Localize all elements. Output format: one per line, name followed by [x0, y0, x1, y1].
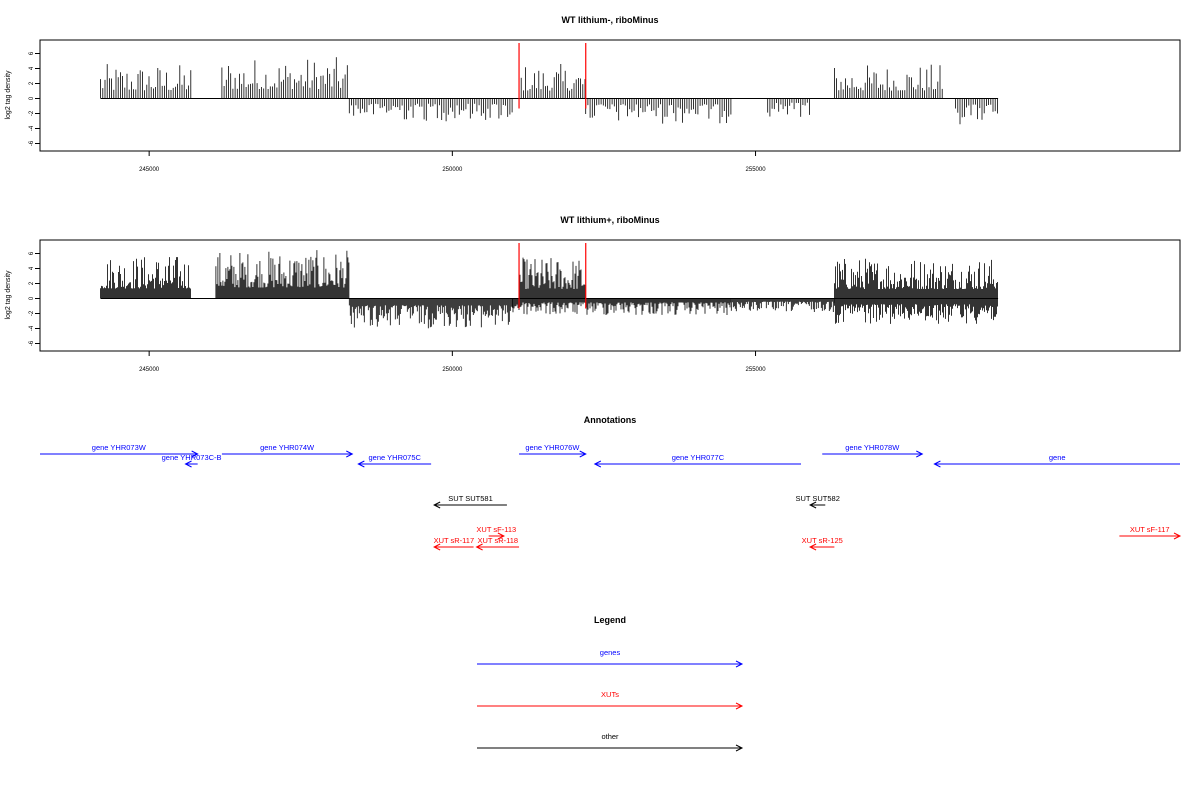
x-tick-label: 255000: [746, 167, 767, 173]
plot-frame: [39, 239, 1181, 352]
arrowhead-left: [433, 501, 441, 509]
feature-label: SUT SUT582: [795, 494, 839, 503]
feature-list: gene YHR073W gene YHR073C-B gene YHR074W ge…: [40, 443, 1182, 551]
axis-ticks: [35, 253, 757, 356]
annotation-feature: gene YHR077C: [593, 453, 802, 468]
legend-entry: other: [477, 732, 744, 752]
legend-entry: XUTs: [477, 690, 744, 710]
arrowhead-right: [346, 450, 354, 458]
arrowhead-left: [357, 460, 365, 468]
annotation-feature: SUT SUT581: [433, 494, 507, 509]
arrowhead-right: [497, 532, 506, 540]
feature-label: SUT SUT581: [448, 494, 492, 503]
plot-frame: [39, 39, 1181, 152]
annotation-feature: gene YHR074W: [221, 443, 354, 458]
feature-label: XUT sR-125: [802, 536, 843, 545]
annotation-feature: XUT sR-125: [802, 536, 843, 551]
legend-title: Legend: [594, 615, 626, 625]
legend-label: genes: [600, 648, 621, 657]
arrowhead-right: [579, 450, 587, 458]
x-tick-label: 255000: [746, 367, 767, 373]
feature-label: XUT sF-113: [476, 525, 516, 534]
y-tick-label: 0: [29, 296, 35, 300]
panel-title: WT lithium+, riboMinus: [560, 215, 659, 225]
arrowhead-left: [593, 460, 602, 468]
arrowhead-left: [808, 501, 817, 509]
annotation-feature: XUT sR-117: [433, 536, 475, 551]
legend-entry: genes: [477, 648, 744, 668]
arrowhead-right: [191, 450, 199, 458]
arrowhead-right: [916, 450, 924, 458]
feature-label: gene YHR073W: [92, 443, 147, 452]
y-tick-label: -6: [29, 140, 35, 146]
feature-label: XUT sF-117: [1130, 525, 1170, 534]
y-tick-label: -2: [29, 310, 35, 316]
arrowhead-left: [475, 543, 483, 551]
y-tick-label: -2: [29, 110, 35, 116]
feature-label: gene YHR078W: [845, 443, 900, 452]
annotation-feature: gene YHR075C: [357, 453, 432, 468]
bar-series: [100, 243, 999, 329]
annotation-feature: XUT sR-118: [475, 536, 520, 551]
axis-ticks: [35, 53, 757, 156]
annotation-feature: XUT sF-117: [1119, 525, 1182, 540]
y-axis-label: log2 tag density: [5, 70, 12, 120]
y-tick-label: 4: [29, 266, 35, 270]
legend-items: genes XUTs other: [477, 648, 744, 752]
x-tick-label: 245000: [139, 167, 160, 173]
feature-label: XUT sR-117: [434, 536, 475, 545]
y-tick-label: 2: [29, 81, 35, 85]
arrowhead-right: [735, 660, 744, 668]
y-tick-label: 6: [29, 251, 35, 255]
arrowhead-left: [933, 460, 941, 468]
feature-label: gene YHR074W: [260, 443, 315, 452]
annotations-title: Annotations: [584, 415, 637, 425]
feature-label: gene YHR075C: [369, 453, 422, 462]
legend: Legend genes XUTs other: [477, 615, 744, 752]
feature-label: gene: [1049, 453, 1066, 462]
annotation-feature: gene: [933, 453, 1180, 468]
annotation-feature: XUT sF-113: [476, 525, 516, 540]
arrowhead-right: [1173, 532, 1182, 540]
legend-label: other: [601, 732, 619, 741]
annotation-feature: gene YHR073C-B: [162, 453, 222, 468]
arrowhead-left: [184, 460, 192, 468]
arrowhead-left: [808, 543, 817, 551]
feature-label: gene YHR076W: [525, 443, 580, 452]
arrowhead-left: [433, 543, 441, 551]
y-tick-label: 6: [29, 51, 35, 55]
feature-label: gene YHR073C-B: [162, 453, 222, 462]
y-tick-label: 4: [29, 66, 35, 70]
bar-series: [100, 43, 999, 125]
feature-label: XUT sR-118: [478, 536, 519, 545]
track-panel-lithium-plus: WT lithium+, riboMinus log2 tag density …: [5, 215, 1181, 373]
y-tick-label: -4: [29, 125, 35, 131]
y-tick-label: 2: [29, 281, 35, 285]
x-tick-label: 250000: [442, 367, 463, 373]
annotation-feature: SUT SUT582: [795, 494, 840, 509]
x-tick-label: 245000: [139, 367, 160, 373]
y-tick-label: -6: [29, 340, 35, 346]
track-panel-lithium-minus: WT lithium-, riboMinus log2 tag density …: [5, 15, 1181, 173]
y-tick-label: -4: [29, 325, 35, 331]
y-tick-label: 0: [29, 96, 35, 100]
annotation-feature: gene YHR076W: [519, 443, 587, 458]
annotation-feature: gene YHR078W: [822, 443, 924, 458]
arrowhead-right: [735, 702, 744, 710]
y-axis-label: log2 tag density: [5, 270, 12, 320]
annotation-feature: gene YHR073W: [40, 443, 199, 458]
legend-label: XUTs: [601, 690, 619, 699]
x-tick-label: 250000: [442, 167, 463, 173]
feature-label: gene YHR077C: [672, 453, 725, 462]
panel-title: WT lithium-, riboMinus: [562, 15, 659, 25]
arrowhead-right: [735, 744, 744, 752]
